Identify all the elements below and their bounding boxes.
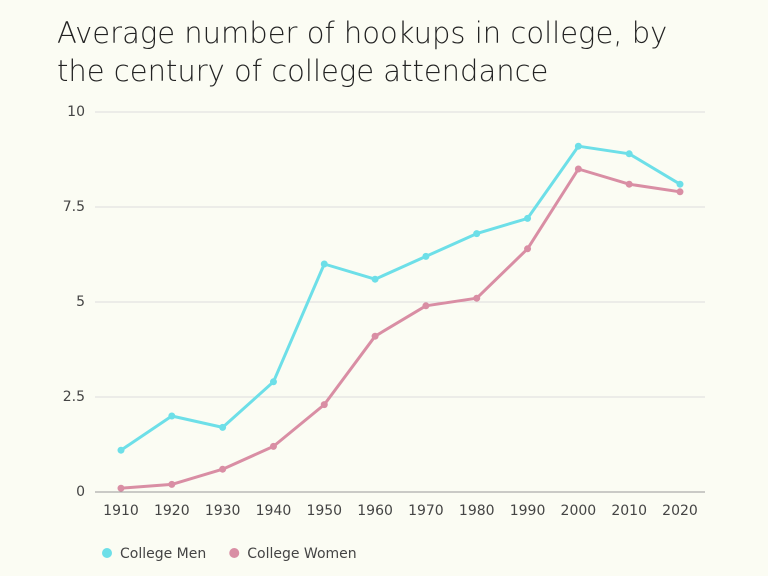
point xyxy=(117,446,125,454)
point xyxy=(168,412,176,420)
point xyxy=(625,150,633,158)
point xyxy=(320,260,328,268)
point xyxy=(574,142,582,150)
point xyxy=(219,465,227,473)
legend-marker xyxy=(229,548,240,558)
line xyxy=(120,167,681,490)
y-tick-label: 5 xyxy=(76,294,85,310)
point xyxy=(524,214,532,222)
point xyxy=(219,423,227,431)
x-tick-label: 1990 xyxy=(510,503,546,519)
legend-label: College Men xyxy=(120,546,206,562)
x-tick-label: 1930 xyxy=(205,503,241,519)
legend-marker xyxy=(102,548,112,558)
y-tick-label: 7.5 xyxy=(63,199,85,215)
point xyxy=(473,230,481,238)
y-tick-label: 0 xyxy=(76,484,85,500)
y-tick-label: 2.5 xyxy=(63,389,85,405)
point xyxy=(269,442,277,450)
point xyxy=(320,401,328,409)
point xyxy=(524,245,532,253)
x-tick-label: 1940 xyxy=(256,503,292,519)
point xyxy=(676,180,684,188)
title-line: the century of college attendance xyxy=(57,54,548,88)
point xyxy=(625,180,633,188)
point xyxy=(371,332,379,340)
y-tick-label: 10 xyxy=(67,104,85,120)
point xyxy=(422,302,430,310)
x-tick-label: 1950 xyxy=(306,503,342,519)
x-tick-label: 1980 xyxy=(459,503,495,519)
x-tick-label: 2000 xyxy=(561,503,597,519)
line xyxy=(120,144,681,452)
x-tick-label: 1920 xyxy=(154,503,190,519)
point xyxy=(473,294,481,302)
point xyxy=(168,480,176,488)
x-tick-label: 2010 xyxy=(611,503,647,519)
title-line: Average number of hookups in college, by xyxy=(57,16,667,50)
chart-title: Average number of hookups in college, by… xyxy=(57,16,667,88)
point xyxy=(117,484,125,492)
point xyxy=(676,188,684,196)
point xyxy=(371,275,379,283)
x-tick-label: 1960 xyxy=(357,503,393,519)
point xyxy=(574,165,582,173)
legend-label: College Women xyxy=(247,546,356,562)
x-tick-label: 2020 xyxy=(662,503,698,519)
point xyxy=(422,252,430,260)
x-tick-label: 1970 xyxy=(408,503,444,519)
point xyxy=(269,378,277,386)
x-tick-label: 1910 xyxy=(103,503,139,519)
